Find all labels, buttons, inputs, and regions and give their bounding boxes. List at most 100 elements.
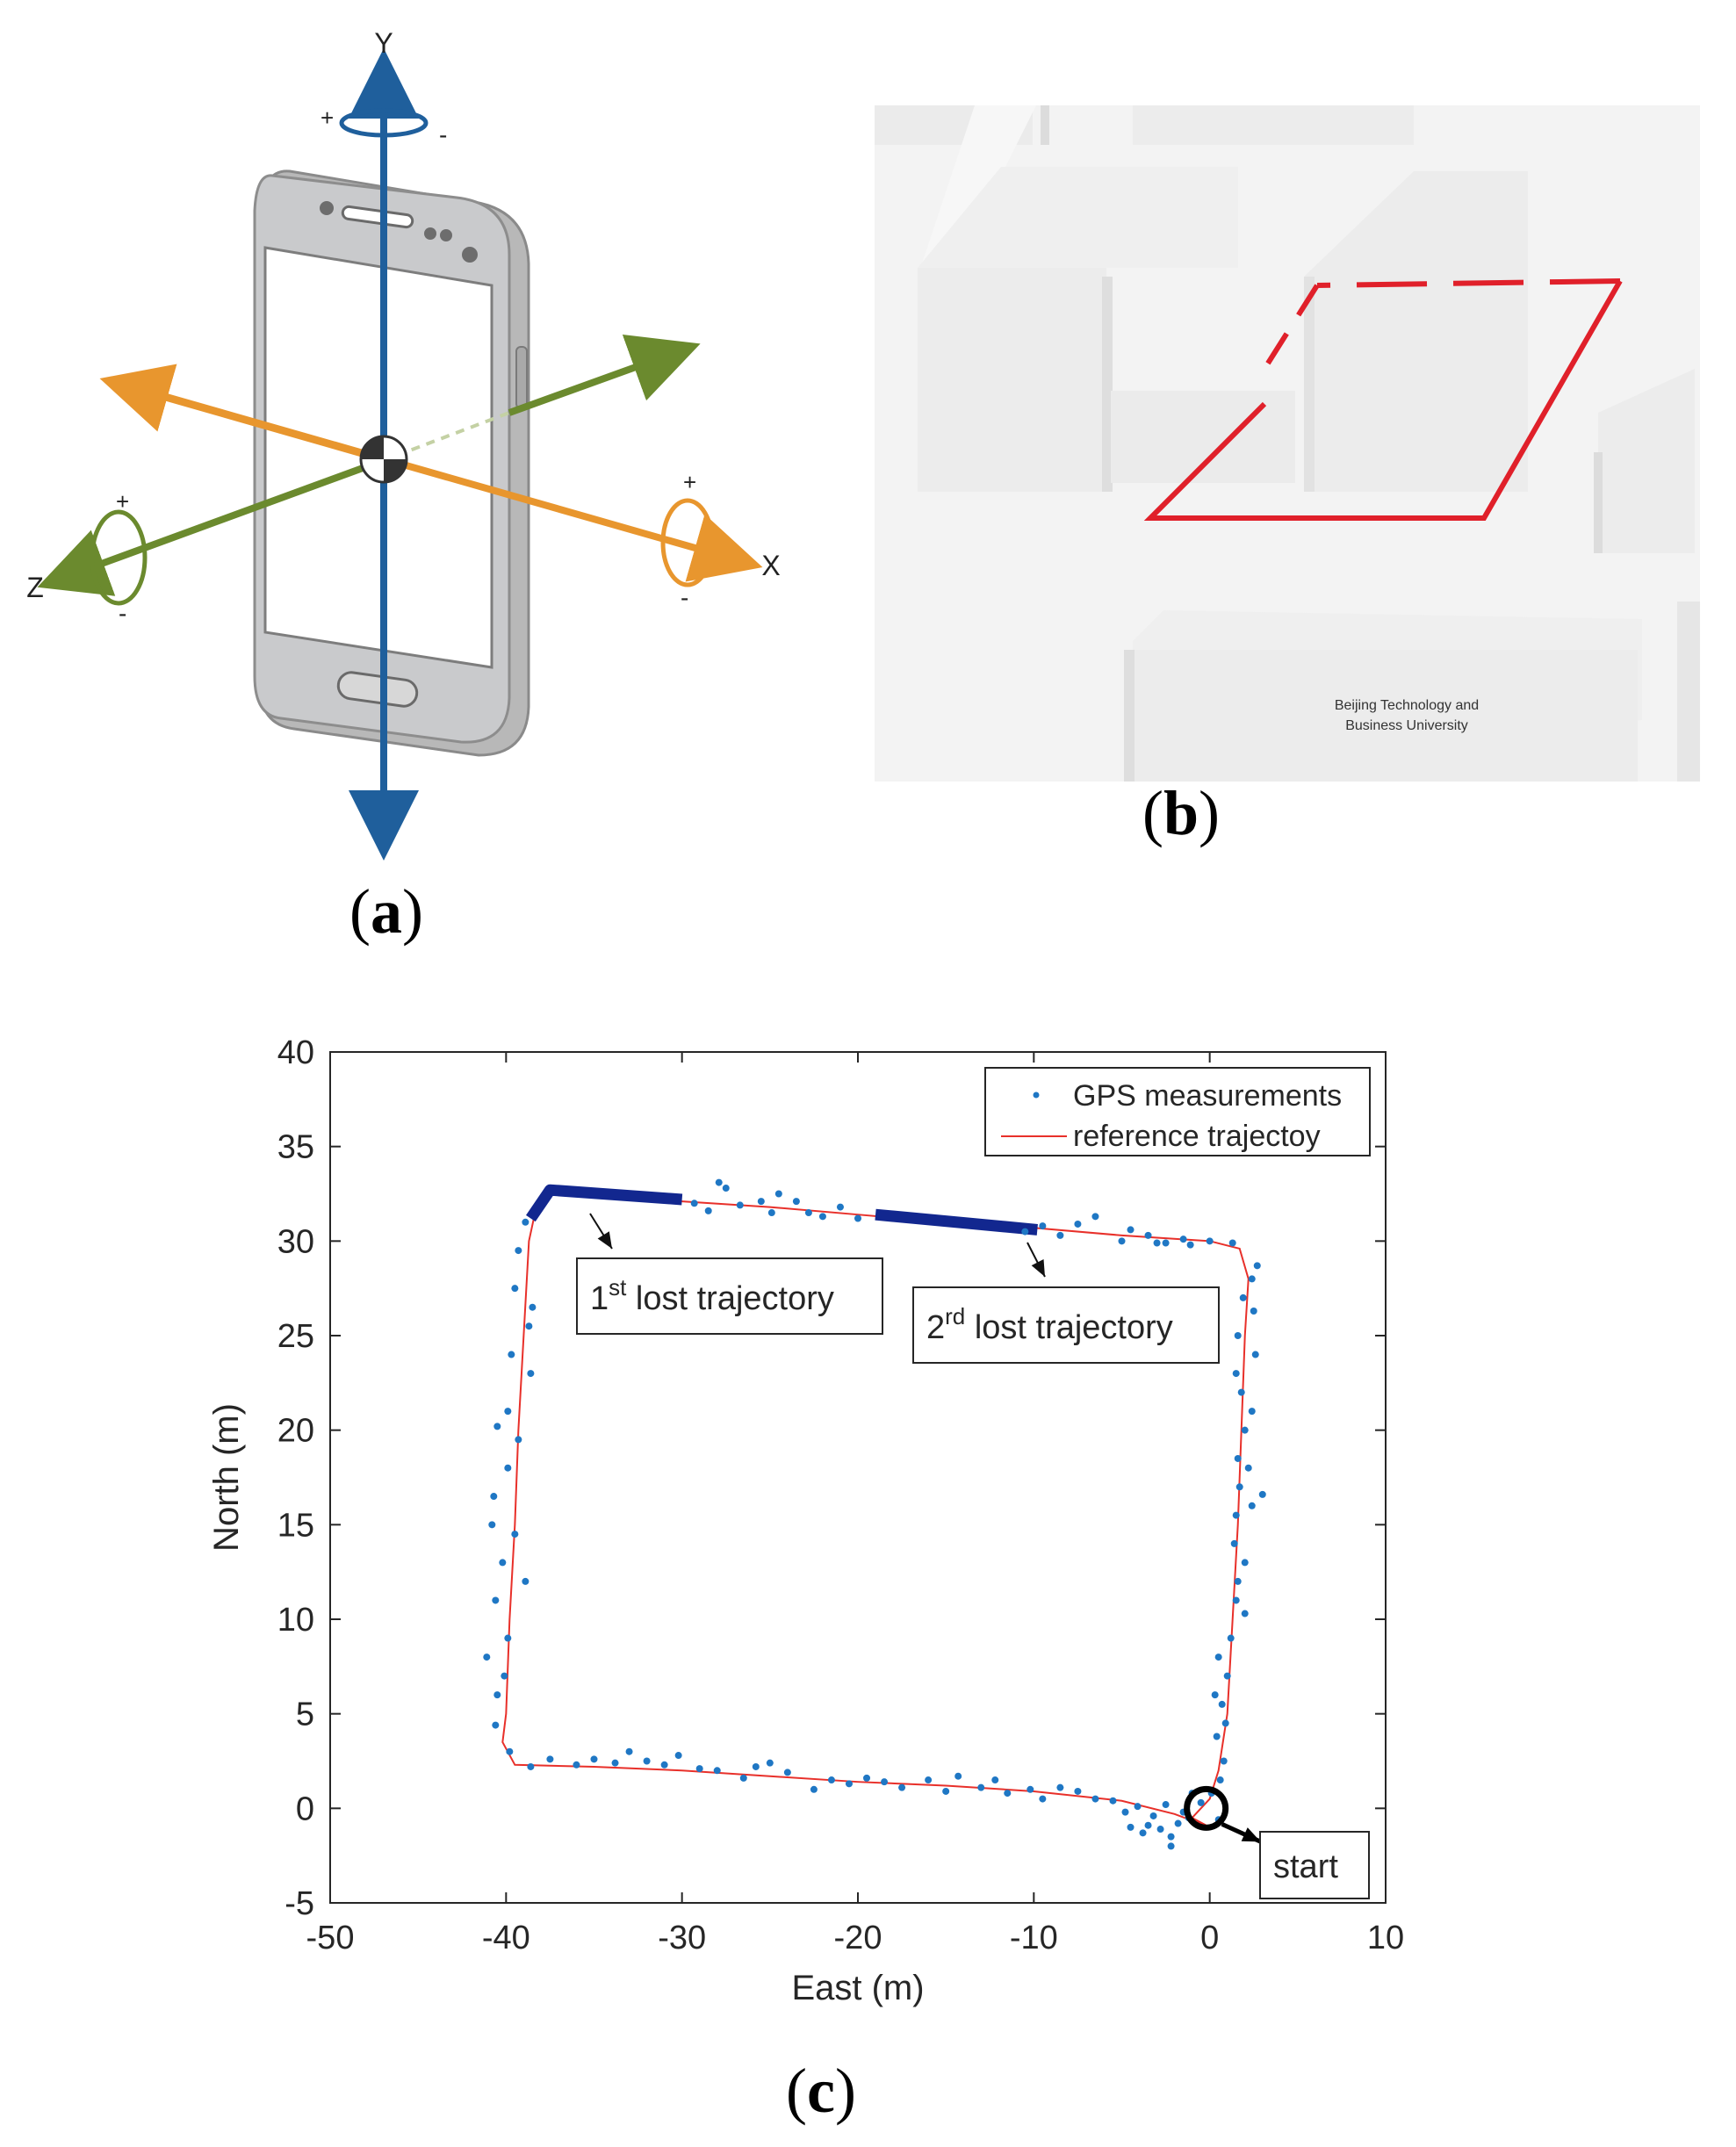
x-rotation-arrow xyxy=(660,498,715,587)
gps-point xyxy=(1248,1408,1256,1416)
annotation-second-lost-arrowhead xyxy=(1031,1259,1045,1277)
annotation-first-lost-box xyxy=(576,1257,883,1335)
gps-point xyxy=(504,1408,512,1416)
gps-point xyxy=(1214,1653,1222,1661)
gps-point xyxy=(499,1559,507,1567)
gps-point xyxy=(1248,1275,1256,1283)
gps-point xyxy=(1179,1236,1187,1243)
gps-point xyxy=(490,1493,498,1501)
gps-point xyxy=(898,1783,906,1791)
gps-point xyxy=(836,1203,844,1211)
y-rotation-minus: - xyxy=(439,121,447,148)
gps-point xyxy=(660,1761,668,1769)
legend-box xyxy=(984,1067,1371,1156)
gps-point xyxy=(810,1785,818,1793)
x-tick-label: 10 xyxy=(1367,1920,1404,1956)
gps-point xyxy=(483,1653,491,1661)
gps-point xyxy=(818,1213,826,1221)
y-axis-title: North (m) xyxy=(207,1403,246,1552)
lost-trajectory-segment xyxy=(526,1184,683,1222)
gps-point xyxy=(827,1776,835,1784)
gps-point xyxy=(783,1769,791,1776)
z-rotation-minus: - xyxy=(119,600,126,627)
gps-point xyxy=(1221,1719,1229,1727)
gps-point xyxy=(766,1759,774,1767)
gps-point xyxy=(674,1752,682,1760)
origin-marker xyxy=(359,435,408,484)
gps-point xyxy=(1144,1231,1152,1239)
annotation-second-lost-label: 2rd lost trajectory xyxy=(926,1303,1173,1346)
y-tick-label: 5 xyxy=(296,1697,314,1733)
gps-point xyxy=(1239,1293,1247,1301)
lost-trajectory-segment xyxy=(875,1208,1038,1236)
gps-point xyxy=(1218,1700,1226,1708)
y-tick-label: 20 xyxy=(277,1413,314,1450)
gps-point xyxy=(752,1762,760,1770)
gps-point xyxy=(854,1214,861,1222)
annotation-first-lost: 1st lost trajectory xyxy=(576,1213,883,1335)
gps-point xyxy=(1091,1213,1099,1221)
gps-point xyxy=(1251,1351,1259,1358)
gps-point xyxy=(1234,1454,1242,1462)
gps-point xyxy=(690,1200,698,1207)
annotation-second-lost-box xyxy=(912,1286,1220,1364)
gps-point xyxy=(1174,1819,1182,1827)
gps-point xyxy=(792,1198,800,1206)
gps-point xyxy=(1162,1801,1170,1809)
y-tick-label: 0 xyxy=(296,1790,314,1827)
gps-point xyxy=(1039,1795,1047,1803)
gps-point xyxy=(1149,1812,1157,1819)
gps-point xyxy=(1227,1634,1235,1642)
gps-point xyxy=(522,1218,529,1226)
gps-point xyxy=(1230,1539,1238,1547)
gps-point xyxy=(804,1209,812,1217)
gps-point xyxy=(704,1207,712,1214)
gps-point xyxy=(757,1198,765,1206)
phone-axes-diagram: Y X Z + - + - + - (a) xyxy=(26,27,780,947)
gps-point xyxy=(1235,1483,1243,1491)
y-tick-label: 15 xyxy=(277,1507,314,1544)
x-tick-label: 0 xyxy=(1200,1920,1219,1956)
gps-point xyxy=(492,1721,500,1729)
y-tick-label: 40 xyxy=(277,1034,314,1071)
gps-point xyxy=(525,1322,533,1330)
gps-point xyxy=(942,1787,950,1795)
gps-point xyxy=(1244,1464,1252,1472)
gps-point xyxy=(493,1691,501,1699)
gps-point xyxy=(1253,1262,1261,1270)
y-tick-label: 30 xyxy=(277,1223,314,1260)
experiment-route xyxy=(1143,278,1623,521)
gps-point xyxy=(1241,1610,1249,1617)
gps-point xyxy=(590,1755,598,1763)
panel-a: Y X Z + - + - + - (a) xyxy=(0,0,790,975)
x-tick-label: -10 xyxy=(1010,1920,1058,1956)
gps-point xyxy=(715,1178,723,1186)
gps-point xyxy=(1220,1757,1228,1765)
gps-point xyxy=(1167,1833,1175,1841)
gps-point xyxy=(546,1755,554,1763)
gps-point xyxy=(511,1531,519,1538)
gps-point xyxy=(1213,1733,1221,1740)
gps-point xyxy=(529,1303,537,1311)
x-rotation-minus: - xyxy=(681,584,688,611)
y-tick-label: 35 xyxy=(277,1129,314,1166)
legend-reference-label: reference trajectoy xyxy=(1073,1120,1321,1153)
gps-point xyxy=(1232,1511,1240,1519)
caption-c: (c) xyxy=(786,2056,856,2126)
gps-point xyxy=(504,1634,512,1642)
gps-point xyxy=(1074,1220,1082,1228)
caption-a: (a) xyxy=(349,876,423,947)
building-label-line1: Beijing Technology and xyxy=(1335,698,1479,713)
annotation-first-lost-label: 1st lost trajectory xyxy=(590,1274,834,1317)
z-axis xyxy=(37,457,384,596)
z-axis-back xyxy=(508,334,701,416)
gps-point xyxy=(492,1596,500,1604)
gps-point xyxy=(954,1772,962,1780)
gps-point xyxy=(1211,1691,1219,1699)
gps-point xyxy=(1021,1228,1029,1236)
gps-point xyxy=(767,1209,775,1217)
z-rotation-arrow xyxy=(90,509,148,606)
y-rotation-arrow xyxy=(339,108,429,138)
legend-gps-marker xyxy=(1033,1092,1040,1099)
gps-point xyxy=(1056,1783,1064,1791)
